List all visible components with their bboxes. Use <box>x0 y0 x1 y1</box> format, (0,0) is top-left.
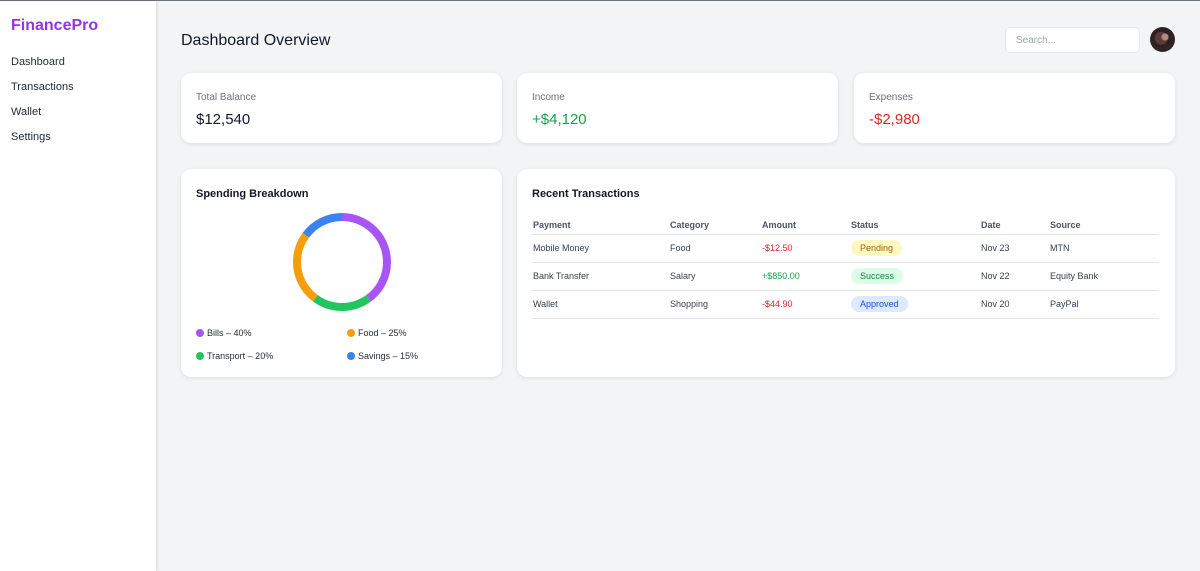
table-row[interactable]: Mobile Money Food -$12.50 Pending Nov 23… <box>532 234 1159 263</box>
column-header-payment: Payment <box>532 216 669 235</box>
cell-amount: -$44.90 <box>761 290 850 319</box>
total-balance-label: Total Balance <box>196 92 257 103</box>
cell-status: Approved <box>850 290 980 319</box>
column-header-amount: Amount <box>761 216 850 235</box>
transport-legend-label: Transport – 20% <box>207 351 274 361</box>
user-avatar-icon[interactable] <box>1150 27 1175 52</box>
table-row[interactable]: Wallet Shopping -$44.90 Approved Nov 20 … <box>532 290 1159 319</box>
transactions-table: Payment Category Amount Status Date Sour… <box>532 216 1159 319</box>
cell-status: Pending <box>850 234 980 263</box>
sidebar-item-transactions[interactable]: Transactions <box>11 81 74 93</box>
status-badge: Pending <box>851 240 903 256</box>
food-legend-label: Food – 25% <box>358 328 407 338</box>
cell-category: Food <box>669 234 761 263</box>
sidebar: FinancePro Dashboard Transactions Wallet… <box>0 1 156 571</box>
main-content: Dashboard Overview Total Balance $12,540… <box>156 1 1200 571</box>
status-badge: Approved <box>851 296 908 312</box>
cell-date: Nov 20 <box>980 290 1049 319</box>
expenses-card: Expenses -$2,980 <box>854 73 1175 143</box>
cell-source: Equity Bank <box>1049 262 1159 291</box>
sidebar-item-dashboard[interactable]: Dashboard <box>11 56 65 68</box>
legend-item-transport: Transport – 20% <box>196 351 273 361</box>
donut-segment-savings <box>293 213 391 311</box>
cell-amount: -$12.50 <box>761 234 850 263</box>
table-row[interactable]: Bank Transfer Salary +$850.00 Success No… <box>532 262 1159 291</box>
income-value: +$4,120 <box>532 111 587 128</box>
savings-legend-label: Savings – 15% <box>358 351 419 361</box>
cell-payment: Mobile Money <box>532 234 669 263</box>
recent-transactions-card: Recent Transactions Payment Category Amo… <box>517 169 1175 377</box>
cell-date: Nov 23 <box>980 234 1049 263</box>
legend-item-bills: Bills – 40% <box>196 328 252 338</box>
sidebar-item-settings[interactable]: Settings <box>11 131 51 143</box>
income-card: Income +$4,120 <box>517 73 838 143</box>
status-badge: Success <box>851 268 904 284</box>
page-title: Dashboard Overview <box>181 32 331 49</box>
total-balance-value: $12,540 <box>196 111 251 128</box>
column-header-date: Date <box>980 216 1049 235</box>
legend-item-savings: Savings – 15% <box>347 351 418 361</box>
table-header-row: Payment Category Amount Status Date Sour… <box>532 216 1159 235</box>
cell-source: PayPal <box>1049 290 1159 319</box>
cell-category: Shopping <box>669 290 761 319</box>
column-header-source: Source <box>1049 216 1159 235</box>
cell-amount: +$850.00 <box>761 262 850 291</box>
cell-status: Success <box>850 262 980 291</box>
sidebar-item-wallet[interactable]: Wallet <box>11 106 42 118</box>
total-balance-card: Total Balance $12,540 <box>181 73 502 143</box>
column-header-status: Status <box>850 216 980 235</box>
cell-date: Nov 22 <box>980 262 1049 291</box>
spending-breakdown-card: Spending Breakdown Bills – 40% Food – 25… <box>181 169 502 377</box>
legend-item-food: Food – 25% <box>347 328 407 338</box>
spending-donut-chart <box>293 213 391 311</box>
column-header-category: Category <box>669 216 761 235</box>
donut-segment-food <box>293 213 391 311</box>
transport-legend-dot <box>196 352 204 360</box>
spending-breakdown-title: Spending Breakdown <box>196 188 309 200</box>
donut-segment-transport <box>293 213 391 311</box>
bills-legend-label: Bills – 40% <box>207 328 252 338</box>
bills-legend-dot <box>196 329 204 337</box>
recent-transactions-title: Recent Transactions <box>532 188 640 200</box>
savings-legend-dot <box>347 352 355 360</box>
cell-payment: Wallet <box>532 290 669 319</box>
income-label: Income <box>532 92 565 103</box>
search-input[interactable] <box>1005 27 1140 53</box>
expenses-label: Expenses <box>869 92 913 103</box>
cell-payment: Bank Transfer <box>532 262 669 291</box>
food-legend-dot <box>347 329 355 337</box>
expenses-value: -$2,980 <box>869 111 920 128</box>
app-logo[interactable]: FinancePro <box>11 17 99 34</box>
cell-source: MTN <box>1049 234 1159 263</box>
cell-category: Salary <box>669 262 761 291</box>
